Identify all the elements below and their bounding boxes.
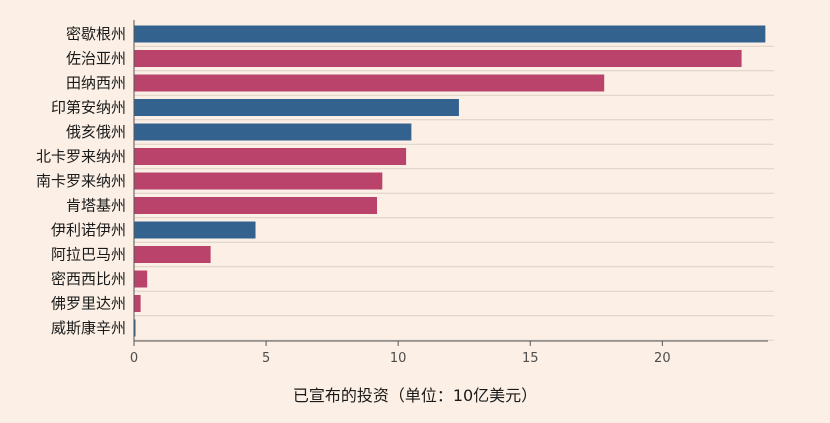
x-axis-title: 已宣布的投资（单位：10亿美元） <box>293 386 537 405</box>
category-label: 佛罗里达州 <box>51 295 126 313</box>
x-tick-label: 20 <box>654 351 671 366</box>
category-label: 肯塔基州 <box>66 197 126 215</box>
bar <box>134 197 378 214</box>
bar <box>134 295 141 312</box>
bar <box>134 270 148 288</box>
category-label: 田纳西州 <box>66 74 126 92</box>
x-tick-label: 5 <box>262 351 270 366</box>
bar <box>134 172 383 190</box>
category-label: 佐治亚州 <box>66 50 126 68</box>
x-tick-label: 0 <box>130 351 138 366</box>
x-axis-ticks: 0 5 10 15 20 <box>130 20 671 366</box>
grid-lines <box>134 45 774 341</box>
x-tick-label: 10 <box>390 351 407 366</box>
category-label: 俄亥俄州 <box>66 123 126 141</box>
bars <box>134 25 766 337</box>
bar <box>134 148 407 165</box>
bar <box>134 74 605 92</box>
category-label: 密西西比州 <box>51 270 126 288</box>
bar <box>134 50 742 67</box>
x-tick-label: 15 <box>522 351 539 366</box>
category-label: 北卡罗来纳州 <box>36 148 126 166</box>
category-label: 威斯康辛州 <box>51 319 126 337</box>
bar <box>134 221 256 239</box>
bar <box>134 319 136 337</box>
bar <box>134 99 459 116</box>
category-labels: 密歇根州佐治亚州田纳西州印第安纳州俄亥俄州北卡罗来纳州南卡罗来纳州肯塔基州伊利诺… <box>36 25 126 337</box>
bar <box>134 25 766 43</box>
category-label: 印第安纳州 <box>51 99 126 117</box>
category-label: 阿拉巴马州 <box>51 246 126 264</box>
category-label: 南卡罗来纳州 <box>36 172 126 190</box>
category-label: 伊利诺伊州 <box>51 221 126 239</box>
category-label: 密歇根州 <box>66 25 126 43</box>
bar <box>134 246 211 263</box>
bar <box>134 123 412 141</box>
